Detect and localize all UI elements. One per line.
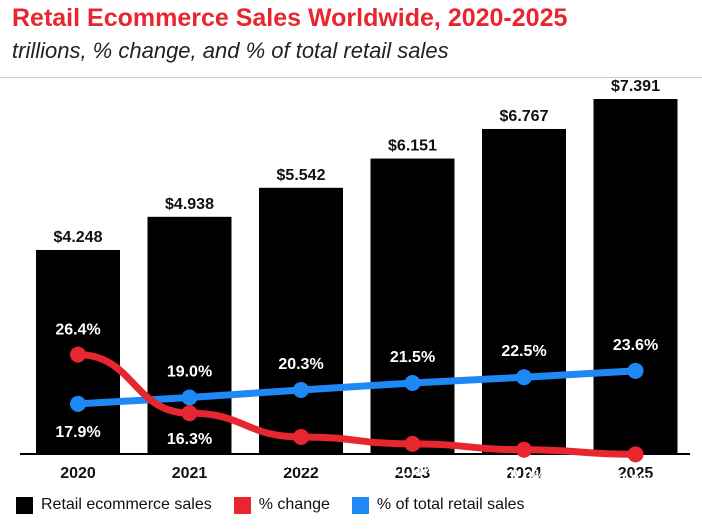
share-point-2020 xyxy=(70,395,86,412)
legend-item-share: % of total retail sales xyxy=(351,496,525,514)
legend: Retail ecommerce sales % change % of tot… xyxy=(16,496,537,514)
bar-2023 xyxy=(370,158,455,454)
title-divider xyxy=(0,77,702,78)
bar-label-2024: $6.767 xyxy=(500,108,549,125)
share-point-2025 xyxy=(627,362,644,379)
share-point-2023 xyxy=(404,375,421,391)
bar-2024 xyxy=(482,128,566,454)
change-point-2023 xyxy=(404,435,421,452)
share-label-2021: 19.0% xyxy=(167,364,212,381)
share-point-2021 xyxy=(181,389,198,406)
bar-label-2021: $4.938 xyxy=(165,196,214,213)
change-label-2024: 10.0% xyxy=(501,468,546,485)
change-point-2022 xyxy=(293,428,309,445)
legend-label-share: % of total retail sales xyxy=(376,496,525,513)
legend-label-sales: Retail ecommerce sales xyxy=(41,496,212,513)
share-label-2023: 21.5% xyxy=(390,349,435,366)
x-tick-label-2022: 2022 xyxy=(283,465,319,482)
share-label-2025: 23.6% xyxy=(613,337,658,354)
bar-label-2023: $6.151 xyxy=(388,138,437,155)
change-point-2020 xyxy=(70,346,86,363)
share-line xyxy=(74,367,639,408)
x-tick-label-2025: 2025 xyxy=(618,465,654,482)
change-point-2024 xyxy=(516,441,532,458)
x-tick-label-2024: 2024 xyxy=(506,465,542,482)
share-label-2020: 17.9% xyxy=(55,424,100,441)
share-point-2022 xyxy=(293,381,309,398)
change-point-2021 xyxy=(181,405,198,422)
change-label-2020: 26.4% xyxy=(55,322,100,339)
share-point-2024 xyxy=(516,369,532,386)
x-tick-label-2021: 2021 xyxy=(172,465,208,482)
change-label-2022: 12.2% xyxy=(278,455,323,472)
legend-swatch-share xyxy=(351,496,369,514)
change-point-2025 xyxy=(627,446,644,463)
bar-2025 xyxy=(593,99,678,454)
bar-label-2022: $5.542 xyxy=(277,167,326,184)
change-label-2021: 16.3% xyxy=(167,431,212,448)
legend-swatch-sales xyxy=(16,496,33,514)
legend-item-change: % change xyxy=(233,496,330,514)
legend-item-sales: Retail ecommerce sales xyxy=(16,496,212,514)
chart-title: Retail Ecommerce Sales Worldwide, 2020-2… xyxy=(12,4,568,32)
share-label-2024: 22.5% xyxy=(501,343,546,360)
x-tick-label-2020: 2020 xyxy=(60,465,96,482)
legend-swatch-change xyxy=(233,496,251,514)
chart-subtitle: trillions, % change, and % of total reta… xyxy=(12,38,449,63)
legend-label-change: % change xyxy=(258,496,330,513)
bar-label-2020: $4.248 xyxy=(54,229,103,246)
x-tick-label-2023: 2023 xyxy=(395,465,431,482)
bar-label-2025: $7.391 xyxy=(611,78,660,95)
bar-2022 xyxy=(259,187,343,454)
change-label-2023: 11.0% xyxy=(390,462,434,479)
share-label-2022: 20.3% xyxy=(278,356,323,373)
change-label-2025: 9.2% xyxy=(617,472,653,489)
